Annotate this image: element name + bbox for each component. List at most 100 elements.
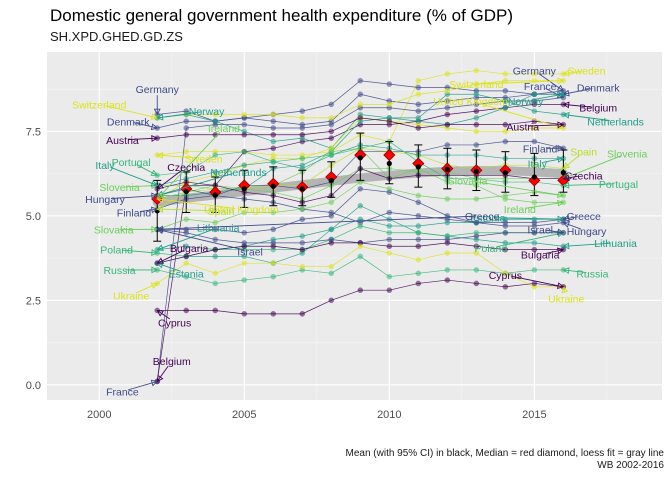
series-point-ukraine (357, 243, 364, 250)
series-point-denmark (299, 108, 306, 114)
series-point-france (415, 108, 422, 114)
series-point-estonia (328, 226, 335, 233)
series-point-bulgaria (241, 243, 248, 250)
series-point-bulgaria (183, 253, 190, 260)
mean-point (531, 174, 537, 180)
label-arrowhead-slovakia (151, 225, 159, 233)
label-arrow-united-kingdom (476, 102, 564, 129)
series-point-slovakia (183, 216, 190, 223)
country-label-poland: Poland (100, 245, 133, 257)
mean-point (270, 183, 276, 189)
series-point-norway (270, 138, 277, 145)
label-arrowhead-poland (151, 249, 159, 256)
series-point-belgium (473, 108, 480, 114)
series-point-slovakia (444, 196, 451, 202)
series-point-belgium (444, 111, 451, 118)
label-arrow-switzerland (482, 80, 564, 85)
label-arrowhead-russia (151, 266, 159, 274)
series-point-lithuania (531, 240, 538, 246)
series-point-norway (212, 118, 219, 125)
label-arrowhead-ukraine (561, 285, 569, 294)
series-point-estonia (415, 223, 422, 229)
series-point-bulgaria (386, 243, 393, 250)
series-point-austria (357, 115, 364, 121)
label-arrowhead-netherlands (562, 111, 570, 119)
series-point-portugal (299, 155, 306, 162)
series-point-ukraine (299, 263, 306, 270)
label-arrow-greece (563, 216, 578, 220)
label-arrowhead-hungary (151, 192, 159, 200)
series-point-ukraine (270, 260, 277, 266)
series-point-russia (212, 280, 219, 287)
country-label-austria: Austria (506, 121, 539, 133)
series-point-cyprus (473, 280, 480, 287)
country-label-netherlands: Netherlands (210, 167, 267, 179)
label-arrowhead-portugal (150, 169, 159, 176)
x-tick-label: 2015 (522, 409, 546, 421)
label-arrowhead-germany (556, 84, 565, 92)
label-arrowhead-ireland (557, 199, 565, 207)
series-point-sweden (415, 77, 422, 84)
series-point-slovakia (473, 196, 480, 202)
label-arrowhead-ireland (156, 192, 164, 200)
country-label-portugal: Portugal (112, 157, 151, 169)
label-arrow-bulgaria (157, 250, 184, 264)
series-point-bulgaria (212, 246, 219, 253)
label-arrow-slovenia (563, 155, 622, 180)
label-arrow-hungary (563, 222, 582, 230)
series-point-france (241, 121, 248, 128)
series-point-russia (531, 267, 538, 273)
mean-point (444, 166, 450, 172)
series-point-norway (502, 104, 509, 111)
label-arrowhead-israel (557, 228, 565, 236)
label-arrowhead-bulgaria (156, 257, 164, 264)
label-arrow-portugal (136, 164, 158, 176)
series-point-greece (357, 186, 364, 192)
country-label-hungary: Hungary (567, 226, 607, 238)
series-point-israel (299, 240, 306, 246)
series-point-sweden (473, 67, 480, 74)
series-point-switzerland (386, 101, 393, 108)
series-point-slovakia (502, 192, 509, 199)
mean-point (502, 170, 508, 176)
series-point-belgium (270, 145, 277, 152)
series-point-greece (241, 229, 248, 236)
median-diamond (354, 148, 367, 162)
y-tick-label: 7.5 (26, 126, 41, 138)
label-arrowhead-ukraine (150, 282, 159, 289)
series-point-france (299, 125, 306, 131)
series-point-israel (473, 233, 480, 239)
series-point-ukraine (415, 256, 422, 263)
label-arrow-finland (139, 208, 158, 213)
series-point-austria (299, 131, 306, 138)
label-arrow-united-kingdom (157, 198, 236, 209)
series-point-norway (531, 91, 538, 98)
label-arrow-russia (563, 269, 587, 274)
series-point-switzerland (270, 111, 277, 118)
country-label-bulgaria: Bulgaria (521, 250, 560, 262)
country-label-ukraine: Ukraine (548, 294, 584, 306)
country-label-portugal: Portugal (599, 179, 638, 191)
label-arrowhead-france (150, 379, 159, 387)
country-label-bulgaria: Bulgaria (170, 243, 209, 255)
label-arrow-switzerland (104, 105, 158, 119)
median-diamond (528, 174, 541, 187)
series-point-germany (357, 91, 364, 98)
series-point-greece (328, 213, 335, 219)
country-label-lithuania: Lithuania (197, 223, 240, 235)
label-arrowhead-russia (562, 267, 570, 275)
series-point-austria (386, 118, 393, 125)
label-arrow-hungary (110, 195, 158, 200)
x-tick-label: 2005 (232, 409, 256, 421)
series-point-russia (444, 267, 451, 273)
country-label-germany: Germany (513, 66, 557, 78)
country-label-germany: Germany (136, 84, 180, 96)
series-point-cyprus (357, 287, 364, 293)
series-point-ireland (531, 199, 538, 206)
series-point-greece (386, 189, 393, 196)
label-arrowhead-denmark (150, 123, 159, 131)
series-point-russia (328, 270, 335, 277)
series-point-netherlands (473, 91, 480, 98)
series-point-israel (386, 236, 393, 243)
series-point-cyprus (299, 311, 306, 317)
